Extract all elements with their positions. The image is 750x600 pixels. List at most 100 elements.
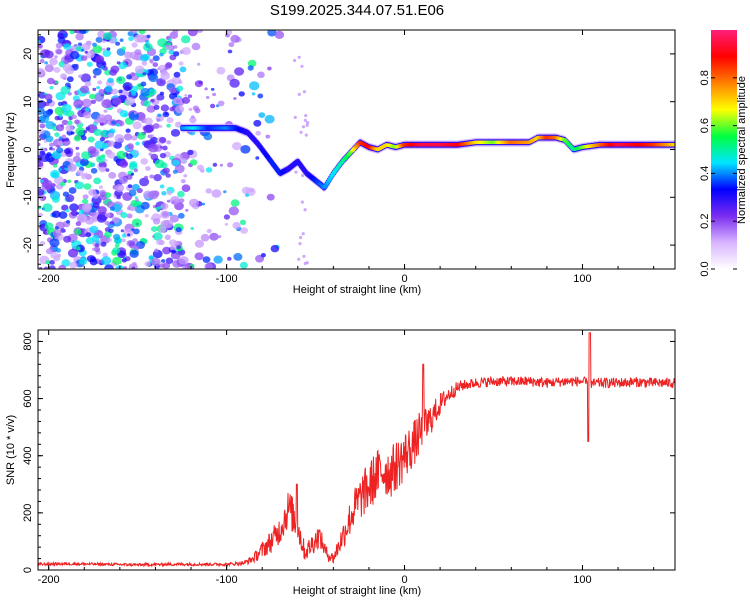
spectrogram-noise-blob (113, 233, 121, 240)
spectrogram-noise-blob (140, 201, 150, 210)
spectrogram-noise-blob (101, 99, 112, 109)
spectrogram-noise-blob (148, 73, 159, 83)
spectrogram-noise-blob (133, 245, 139, 251)
spectrogram-noise-blob (297, 257, 301, 261)
spectrogram-noise-blob (197, 164, 204, 171)
spectrogram-noise-blob (38, 188, 45, 196)
spectrogram-noise-blob (230, 199, 240, 207)
spectrogram-noise-blob (92, 193, 99, 199)
spectrogram-noise-blob (132, 183, 140, 191)
spectrogram-noise-blob (162, 167, 170, 174)
spectrogram-noise-blob (95, 55, 105, 63)
spectrogram-noise-blob (51, 210, 61, 218)
spectrogram-y-tick-label: 20 (22, 48, 34, 60)
spectrogram-noise-blob (205, 167, 213, 173)
spectrogram-noise-blob (112, 247, 121, 255)
spectrogram-noise-blob (274, 30, 285, 39)
spectrogram-y-tick-label: -20 (22, 237, 34, 253)
spectrogram-noise-blob (86, 61, 93, 67)
spectrogram-noise-blob (188, 107, 193, 111)
spectrogram-noise-blob (85, 50, 95, 59)
spectrogram-noise-blob (83, 183, 92, 190)
spectrogram-noise-blob (128, 263, 138, 269)
spectrogram-noise-blob (128, 189, 137, 197)
spectrogram-noise-blob (302, 254, 306, 258)
spectrogram-noise-blob (144, 117, 153, 126)
spectrogram-noise-blob (152, 62, 159, 68)
chart-title: S199.2025.344.07.51.E06 (270, 2, 444, 19)
spectrogram-noise-blob (99, 189, 106, 196)
spectrogram-noise-blob (189, 159, 198, 166)
spectrogram-noise-blob (87, 146, 97, 154)
spectrogram-noise-blob (84, 216, 95, 225)
spectrogram-noise-blob (152, 218, 161, 225)
spectrogram-noise-blob (168, 37, 173, 42)
spectrogram-noise-blob (101, 62, 106, 66)
spectrogram-noise-blob (212, 162, 218, 167)
spectrogram-noise-blob (162, 145, 168, 151)
spectrogram-noise-blob (64, 148, 71, 155)
spectrogram-noise-blob (204, 87, 208, 91)
spectrogram-noise-blob (38, 67, 46, 77)
spectrogram-noise-blob (227, 49, 233, 54)
spectrogram-noise-blob (127, 184, 133, 189)
spectrogram-noise-blob (63, 235, 72, 243)
spectrogram-noise-blob (131, 266, 136, 269)
spectrogram-noise-blob (126, 153, 133, 160)
spectrogram-noise-blob (234, 67, 245, 76)
spectrogram-noise-blob (185, 208, 189, 212)
spectrogram-noise-blob (150, 98, 155, 103)
spectrogram-noise-blob (258, 112, 266, 118)
spectrogram-noise-blob (146, 34, 151, 39)
spectrogram-noise-blob (66, 120, 73, 126)
spectrogram-noise-blob (134, 65, 145, 74)
spectrogram-noise-blob (257, 71, 265, 79)
spectrogram-noise-blob (92, 202, 100, 209)
spectrogram-noise-blob (169, 239, 177, 246)
spectrogram-noise-blob (116, 150, 127, 160)
spectrogram-noise-blob (122, 82, 133, 91)
spectrogram-noise-blob (115, 41, 121, 46)
spectrogram-noise-blob (144, 214, 149, 218)
spectrogram-noise-blob (52, 246, 59, 252)
spectrogram-noise-blob (40, 49, 50, 58)
spectrogram-noise-blob (187, 94, 193, 98)
spectrogram-noise-blob (166, 199, 171, 203)
spectrogram-noise-blob (90, 99, 96, 105)
spectrogram-noise-blob (87, 136, 95, 143)
spectrogram-noise-blob (95, 36, 103, 43)
spectrogram-noise-blob (124, 51, 133, 59)
spectrogram-noise-blob (100, 241, 107, 247)
spectrogram-noise-blob (257, 93, 264, 99)
spectrogram-noise-blob (74, 181, 84, 190)
spectrogram-noise-blob (153, 174, 162, 182)
spectrogram-noise-blob (297, 55, 301, 59)
spectrogram-noise-blob (92, 87, 97, 91)
spectrogram-noise-blob (49, 57, 58, 66)
spectrogram-noise-blob (181, 47, 191, 56)
spectrogram-noise-blob (38, 40, 41, 43)
spectrogram-noise-blob (191, 115, 195, 119)
spectrogram-noise-blob (75, 152, 81, 157)
spectrogram-noise-blob (80, 135, 87, 141)
spectrogram-noise-blob (166, 117, 174, 124)
spectrogram-noise-blob (180, 158, 188, 165)
spectrogram-noise-blob (62, 191, 70, 197)
spectrogram-noise-blob (141, 60, 148, 66)
spectrogram-noise-blob (149, 174, 155, 179)
spectrogram-noise-blob (138, 30, 146, 35)
spectrogram-noise-blob (83, 129, 88, 134)
spectrogram-noise-blob (68, 187, 77, 194)
spectrogram-noise-blob (109, 221, 115, 225)
spectrogram-noise-blob (38, 160, 44, 168)
spectrogram-noise-blob (265, 134, 271, 139)
snr-y-tick-label: 600 (22, 389, 34, 407)
spectrogram-noise-blob (60, 73, 67, 80)
spectrogram-noise-blob (202, 256, 211, 263)
spectrogram-noise-blob (102, 252, 108, 258)
spectrogram-noise-blob (85, 237, 94, 245)
spectrogram-noise-blob (166, 123, 171, 128)
spectrogram-noise-blob (169, 214, 179, 223)
spectrogram-noise-blob (74, 119, 80, 125)
